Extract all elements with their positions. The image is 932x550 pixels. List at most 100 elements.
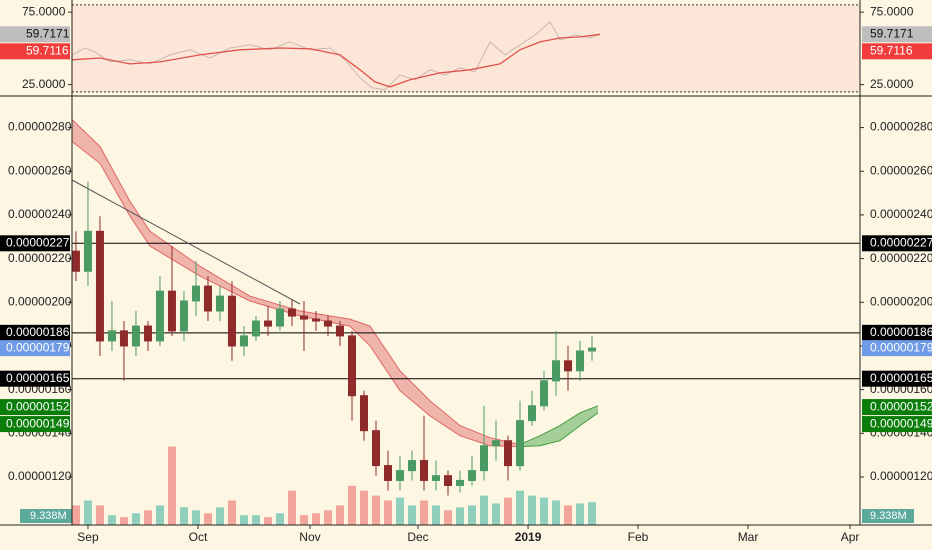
volume-bar	[383, 500, 392, 525]
volume-bar	[299, 515, 308, 525]
price-label: 0.00000149	[6, 416, 70, 430]
volume-bar	[335, 505, 344, 525]
candle-body	[576, 350, 585, 372]
candle-body	[455, 479, 464, 486]
candle-body	[564, 360, 573, 372]
y-tick-label: 0.00000260	[8, 163, 72, 177]
candle-body	[239, 335, 248, 347]
volume-bar	[540, 497, 549, 525]
volume-bar	[492, 503, 501, 525]
volume-bar	[287, 490, 296, 525]
price-badge	[862, 399, 932, 416]
volume-bar	[167, 446, 176, 525]
candle-body	[119, 330, 128, 347]
price-label: 0.00000179	[870, 340, 932, 354]
candle-body	[419, 460, 428, 481]
candle-body	[492, 440, 501, 447]
rsi-value-label: 59.7171	[870, 26, 914, 40]
price-label: 0.00000152	[6, 399, 70, 413]
candle-body	[167, 290, 176, 332]
volume-label: 9.338M	[30, 510, 67, 522]
level-label: 0.00000165	[6, 371, 70, 385]
x-tick-label: Nov	[299, 530, 320, 544]
volume-label: 9.338M	[870, 510, 907, 522]
level-label: 0.00000186	[6, 325, 70, 339]
volume-bar	[480, 495, 489, 525]
price-pane	[68, 119, 864, 529]
y-tick-label: 0.00000280	[8, 120, 72, 134]
volume-bar	[528, 495, 537, 525]
candle-body	[468, 470, 477, 481]
candle-body	[588, 347, 597, 352]
axis-labels: 59.7171 59.7171 59.7116 59.7116 0.00000280 0.…	[0, 26, 932, 544]
candle-body	[504, 440, 513, 467]
volume-bar	[95, 505, 104, 525]
volume-bar	[251, 515, 260, 525]
rsi-value-badge	[0, 26, 70, 43]
volume-bar	[131, 513, 140, 525]
rsi-value-badge	[0, 43, 70, 60]
volume-bar	[395, 497, 404, 525]
volume-bar	[179, 507, 188, 525]
candle-body	[516, 420, 525, 467]
rsi-value-label: 59.7116	[870, 43, 913, 57]
volume-badge	[862, 509, 914, 523]
candle-body	[263, 320, 272, 327]
rsi-value-badge	[862, 43, 932, 60]
price-badge	[0, 340, 70, 357]
volume-bar	[371, 495, 380, 525]
candle-body	[299, 315, 308, 320]
candle-body	[347, 335, 356, 397]
y-tick-label: 0.00000240	[870, 207, 932, 221]
candle-body	[359, 395, 368, 432]
volume-bar	[443, 510, 452, 525]
candle-body	[395, 470, 404, 481]
candle-body	[335, 325, 344, 337]
rsi-pane: 75.0000 75.0000 25.0000 25.0000	[22, 4, 914, 93]
y-tick-label: 0.00000120	[870, 469, 932, 483]
candle-body	[287, 308, 296, 317]
x-tick-label: Sep	[77, 530, 99, 544]
candle-body	[540, 380, 549, 407]
level-label: 0.00000165	[870, 371, 932, 385]
price-badge	[0, 416, 70, 433]
volume-bar	[227, 500, 236, 525]
volume-bar	[516, 490, 525, 525]
level-label: 0.00000186	[870, 325, 932, 339]
candle-body	[383, 465, 392, 481]
candle-body	[107, 330, 116, 342]
volume-bar	[455, 507, 464, 525]
volume-bar	[215, 507, 224, 525]
volume-bar	[419, 500, 428, 525]
volume-bar	[588, 502, 597, 525]
volume-bar	[191, 510, 200, 525]
y-tick-label: 0.00000120	[8, 469, 72, 483]
level-badge	[0, 235, 70, 252]
volume-bar	[407, 505, 416, 525]
candle-body	[443, 475, 452, 486]
volume-bar	[359, 490, 368, 525]
volume-badge	[20, 509, 72, 523]
candle-body	[552, 360, 561, 382]
x-tick-label: 2019	[515, 530, 542, 544]
x-tick-label: Oct	[189, 530, 208, 544]
volume-bar	[203, 513, 212, 525]
level-badge	[0, 370, 70, 387]
rsi-band-background	[72, 4, 860, 92]
rsi-tick-label: 25.0000	[870, 77, 914, 91]
band-upper-line	[519, 405, 599, 446]
candle-body	[95, 230, 104, 342]
y-tick-label: 0.00000260	[870, 163, 932, 177]
level-label: 0.00000227	[6, 235, 70, 249]
volume-bar	[83, 500, 92, 525]
volume-bar	[275, 513, 284, 525]
y-tick-label: 0.00000240	[8, 207, 72, 221]
volume-bar	[347, 485, 356, 525]
volume-bar	[107, 515, 116, 525]
candle-body	[191, 285, 200, 302]
candle-body	[131, 325, 140, 347]
volume-bar	[311, 513, 320, 525]
candle-body	[528, 405, 537, 422]
price-badge	[0, 399, 70, 416]
